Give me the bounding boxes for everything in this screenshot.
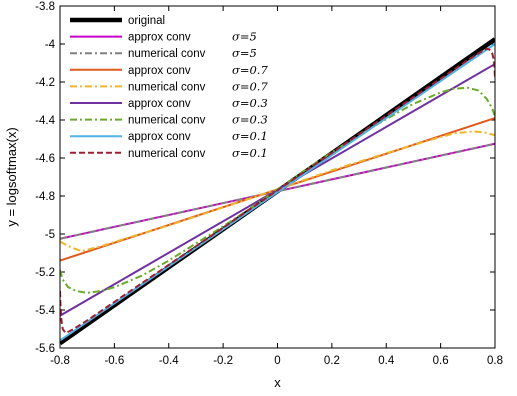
y-tick-label: -5: [45, 229, 55, 241]
x-tick-label: -0.4: [159, 355, 179, 367]
legend-label-6: numerical conv: [128, 115, 206, 127]
series-line-2: [60, 142, 495, 240]
x-tick-label: 0.8: [487, 355, 503, 367]
legend-label-3: approx conv: [128, 65, 191, 77]
legend-sigma-8: σ=0.1: [232, 146, 268, 160]
legend-label-0: original: [128, 15, 165, 27]
series-line-8: [60, 47, 495, 334]
series-line-7: [60, 43, 495, 342]
legend-label-8: numerical conv: [128, 148, 206, 160]
legend-sigma-4: σ=0.7: [232, 79, 268, 93]
series-group: [60, 37, 495, 346]
x-tick-label: -0.8: [50, 355, 70, 367]
x-tick-label: 0.6: [433, 355, 449, 367]
y-tick-label: -5.2: [35, 267, 55, 279]
x-tick-label: -0.6: [104, 355, 124, 367]
y-axis-label: y = logsoftmax(x): [4, 127, 19, 226]
legend-sigma-7: σ=0.1: [232, 129, 268, 143]
y-tick-label: -3.8: [35, 1, 55, 13]
legend-label-4: numerical conv: [128, 81, 206, 93]
x-axis-label: x: [274, 375, 281, 390]
y-tick-label: -4.6: [35, 153, 55, 165]
legend-label-1: approx conv: [128, 32, 191, 44]
x-tick-label: 0: [274, 355, 280, 367]
y-tick-label: -4.4: [35, 115, 55, 127]
legend-label-7: approx conv: [128, 131, 191, 143]
legend-sigma-6: σ=0.3: [232, 113, 268, 127]
y-tick-label: -5.4: [35, 305, 55, 317]
legend-sigma-1: σ=5: [232, 30, 257, 44]
x-tick-label: -0.2: [213, 355, 233, 367]
y-tick-label: -4: [45, 39, 56, 51]
y-tick-label: -5.6: [35, 343, 55, 355]
legend-label-5: approx conv: [128, 98, 191, 110]
y-tick-label: -4.2: [35, 77, 55, 89]
legend-sigma-3: σ=0.7: [232, 63, 268, 77]
y-tick-label: -4.8: [35, 191, 55, 203]
plot-frame: [59, 5, 496, 349]
legend: original approx conv σ=5 numerical conv σ=5 a…: [70, 15, 268, 160]
legend-label-2: numerical conv: [128, 48, 206, 60]
x-tick-label: 0.2: [324, 355, 340, 367]
legend-sigma-5: σ=0.3: [232, 96, 268, 110]
legend-sigma-2: σ=5: [232, 46, 257, 60]
x-tick-label: 0.4: [378, 355, 395, 367]
axes: -0.8 -0.6 -0.4 -0.2 0 0.2 0.4 0.6 0.8 -5.6 -5.4 -5.…: [35, 1, 503, 367]
